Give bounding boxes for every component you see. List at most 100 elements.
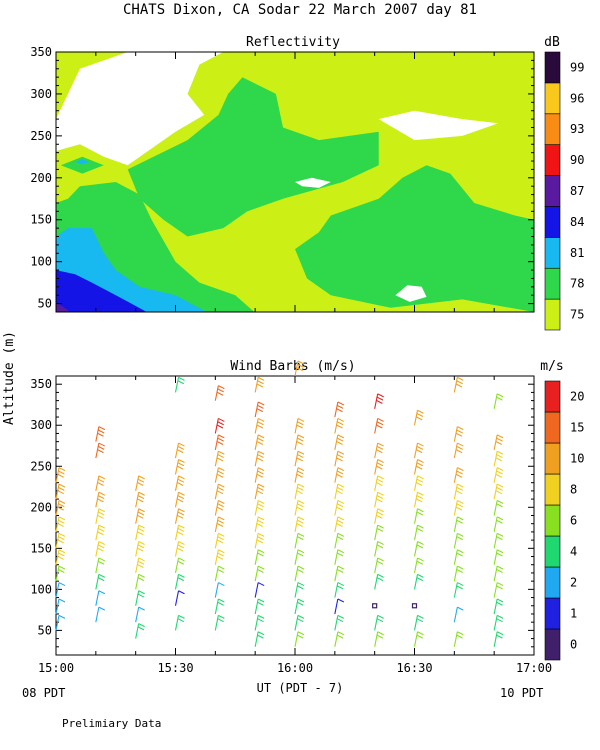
wind-barb bbox=[135, 606, 145, 623]
wind-barb bbox=[294, 434, 305, 450]
wind-barb bbox=[413, 409, 424, 426]
wind-barb bbox=[374, 631, 384, 647]
wind-barb bbox=[453, 500, 464, 516]
wind-barb bbox=[413, 475, 424, 491]
wind-barb bbox=[214, 614, 225, 631]
wind-barb bbox=[135, 524, 145, 541]
reflectivity-ytick-label: 250 bbox=[30, 129, 52, 143]
wind-colorbar-swatch bbox=[544, 504, 561, 537]
wind-barb bbox=[254, 631, 265, 647]
wind-ytick-label: 250 bbox=[30, 459, 52, 473]
wind-xtick-label: 17:00 bbox=[516, 661, 552, 675]
wind-barb bbox=[214, 417, 225, 434]
reflectivity-colorbar-swatch bbox=[544, 51, 561, 84]
wind-barb bbox=[294, 516, 305, 533]
wind-barb bbox=[214, 565, 225, 582]
wind-barb bbox=[334, 500, 345, 516]
wind-barb bbox=[493, 516, 504, 533]
wind-barb bbox=[334, 532, 345, 549]
wind-barb bbox=[214, 582, 225, 598]
wind-barb bbox=[334, 631, 345, 647]
wind-barb bbox=[493, 532, 504, 549]
wind-barb bbox=[214, 549, 225, 565]
wind-barb bbox=[95, 491, 106, 508]
wind-colorbar-label: 1 bbox=[570, 607, 577, 621]
wind-barb bbox=[135, 623, 145, 639]
wind-barb bbox=[294, 467, 305, 483]
wind-barb bbox=[334, 434, 345, 450]
wind-barb bbox=[453, 631, 464, 647]
figure-title: CHATS Dixon, CA Sodar 22 March 2007 day … bbox=[123, 2, 477, 18]
wind-barb-marks bbox=[55, 360, 504, 647]
wind-barb bbox=[294, 500, 305, 516]
wind-colorbar-label: 8 bbox=[570, 483, 577, 497]
reflectivity-region bbox=[295, 165, 534, 312]
wind-barb bbox=[95, 524, 106, 541]
wind-barb bbox=[174, 557, 185, 574]
reflectivity-colorbar-swatch bbox=[544, 175, 561, 207]
reflectivity-colorbar-label: 84 bbox=[570, 215, 584, 229]
wind-barb bbox=[493, 450, 504, 467]
wind-barb bbox=[411, 603, 418, 609]
wind-barb bbox=[254, 450, 265, 467]
wind-barb bbox=[174, 508, 185, 524]
wind-colorbar-swatch bbox=[544, 535, 561, 568]
wind-barb bbox=[95, 557, 106, 574]
wind-ytick-label: 50 bbox=[38, 623, 52, 637]
wind-barb bbox=[334, 614, 345, 631]
wind-barb bbox=[334, 565, 345, 582]
wind-barb bbox=[453, 565, 464, 582]
wind-barb bbox=[493, 500, 504, 516]
wind-barb bbox=[174, 491, 185, 508]
wind-barb bbox=[254, 614, 265, 631]
wind-barb bbox=[374, 475, 384, 491]
wind-barb bbox=[453, 582, 464, 598]
wind-barb bbox=[453, 426, 464, 442]
wind-barb bbox=[174, 524, 185, 541]
wind-barb bbox=[135, 590, 145, 606]
wind-barb bbox=[135, 491, 145, 508]
right-time-note: 10 PDT bbox=[500, 686, 543, 700]
reflectivity-gap bbox=[395, 285, 427, 302]
reflectivity-ytick-label: 350 bbox=[30, 45, 52, 59]
wind-barb bbox=[95, 475, 106, 491]
wind-barb bbox=[254, 532, 265, 549]
reflectivity-ytick-label: 50 bbox=[38, 297, 52, 311]
wind-barb bbox=[374, 557, 384, 574]
wind-barb bbox=[413, 491, 424, 508]
wind-barb bbox=[254, 483, 265, 500]
wind-ytick-label: 100 bbox=[30, 582, 52, 596]
wind-barb bbox=[254, 500, 265, 516]
wind-barb bbox=[95, 590, 106, 606]
wind-barb bbox=[413, 541, 424, 557]
reflectivity-colorbar-swatch bbox=[544, 267, 561, 300]
wind-barb bbox=[135, 508, 145, 524]
wind-barb bbox=[174, 376, 185, 393]
wind-barb bbox=[254, 401, 265, 418]
reflectivity-colorbar-swatch bbox=[544, 82, 561, 115]
wind-barb bbox=[55, 516, 66, 533]
wind-barb bbox=[254, 467, 265, 483]
wind-barb bbox=[95, 606, 106, 623]
wind-barb bbox=[254, 598, 265, 615]
wind-barb bbox=[95, 508, 106, 524]
wind-barb bbox=[493, 549, 504, 565]
wind-barb bbox=[374, 614, 384, 631]
wind-barb bbox=[453, 483, 464, 500]
wind-barb bbox=[254, 516, 265, 533]
wind-barb bbox=[374, 524, 384, 541]
wind-colorbar-swatch bbox=[544, 628, 561, 661]
reflectivity-colorbar-label: 87 bbox=[570, 184, 584, 198]
wind-barb bbox=[374, 417, 384, 434]
wind-barb bbox=[254, 417, 265, 434]
wind-barb bbox=[135, 475, 145, 491]
wind-barb bbox=[334, 401, 345, 418]
reflectivity-colorbar: 75 78 81 84 87 90 93 96 99 bbox=[544, 51, 584, 331]
wind-colorbar-swatch bbox=[544, 597, 561, 630]
wind-barb bbox=[294, 614, 305, 631]
wind-barb bbox=[493, 434, 504, 450]
wind-barb bbox=[214, 500, 225, 516]
wind-barb bbox=[214, 434, 225, 450]
wind-barb bbox=[55, 565, 66, 582]
wind-barb bbox=[374, 541, 384, 557]
